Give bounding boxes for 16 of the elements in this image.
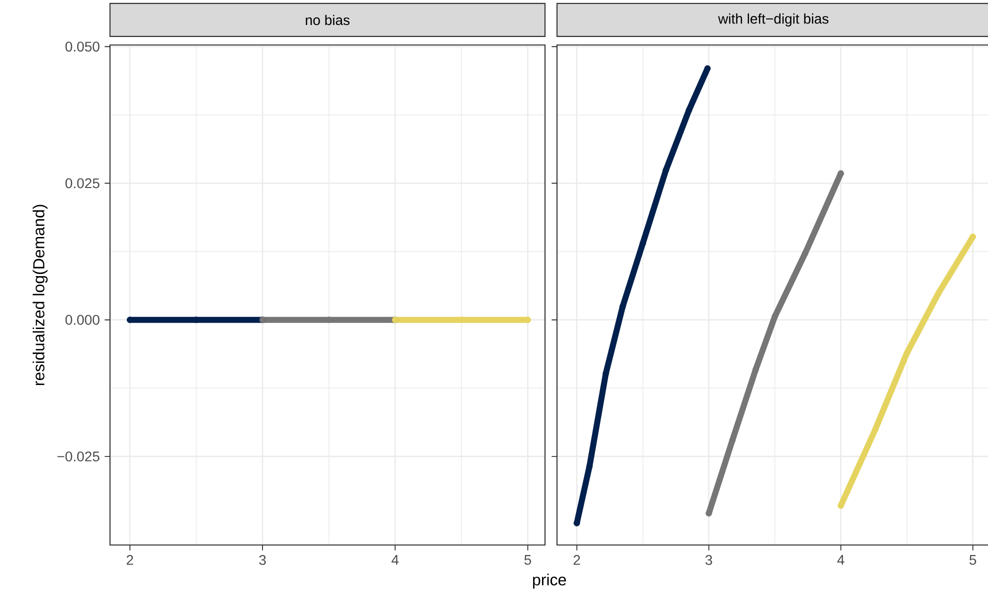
x-tick-label: 5 <box>524 555 532 565</box>
x-axis-title: price <box>533 574 566 589</box>
x-tick-label: 4 <box>392 555 399 565</box>
y-tick-label: 0.000 <box>65 314 100 325</box>
y-tick-label: −0.025 <box>57 452 100 462</box>
x-tick-label: 3 <box>259 555 266 565</box>
chart-title: no bias <box>306 14 350 26</box>
x-tick-label: 2 <box>574 555 580 565</box>
x-tick-label: 2 <box>126 555 134 565</box>
chart-title: with left−digit bias <box>718 13 828 26</box>
y-tick-label: 0.025 <box>65 178 100 188</box>
x-tick-label: 3 <box>705 555 712 565</box>
y-tick-label: 0.050 <box>65 42 100 52</box>
x-tick-label: 5 <box>970 555 976 565</box>
x-tick-label: 4 <box>837 555 844 565</box>
y-axis-title: residualized log(Demand) <box>32 204 48 386</box>
